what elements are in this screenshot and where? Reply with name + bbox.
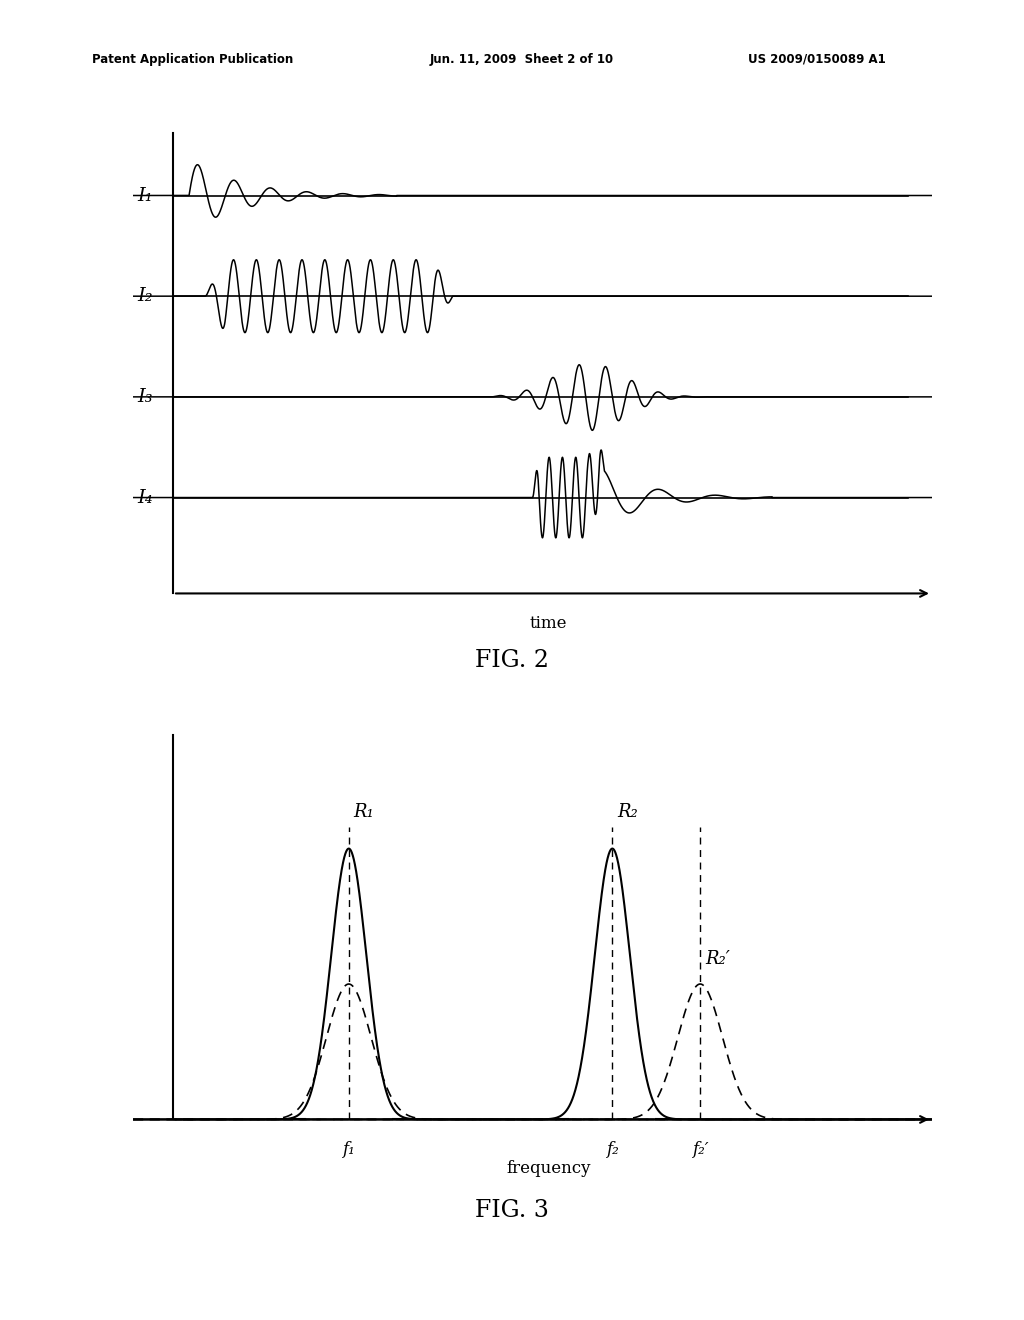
- Text: I₃: I₃: [137, 388, 153, 405]
- Text: f₂′: f₂′: [692, 1140, 709, 1158]
- Text: f₂: f₂: [606, 1140, 618, 1158]
- Text: frequency: frequency: [506, 1160, 591, 1177]
- Text: Patent Application Publication: Patent Application Publication: [92, 53, 294, 66]
- Text: R₂′: R₂′: [705, 950, 730, 968]
- Text: Jun. 11, 2009  Sheet 2 of 10: Jun. 11, 2009 Sheet 2 of 10: [430, 53, 614, 66]
- Text: I₁: I₁: [137, 186, 153, 205]
- Text: R₁: R₁: [353, 804, 375, 821]
- Text: I₂: I₂: [137, 288, 153, 305]
- Text: R₂: R₂: [617, 804, 638, 821]
- Text: time: time: [529, 615, 567, 632]
- Text: FIG. 3: FIG. 3: [475, 1199, 549, 1221]
- Text: f₁: f₁: [342, 1140, 355, 1158]
- Text: US 2009/0150089 A1: US 2009/0150089 A1: [748, 53, 886, 66]
- Text: FIG. 2: FIG. 2: [475, 649, 549, 672]
- Text: I₄: I₄: [137, 488, 153, 507]
